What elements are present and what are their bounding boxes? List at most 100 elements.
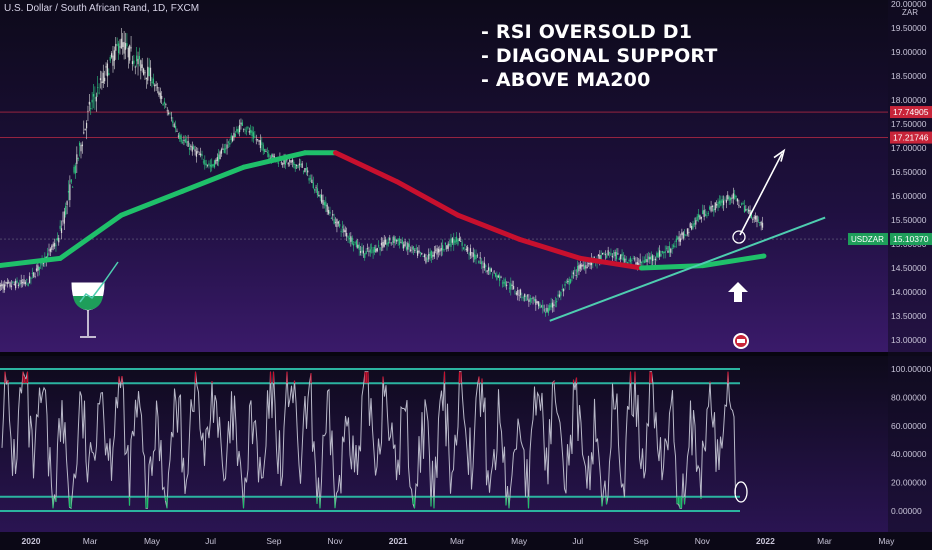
price-tick-label: 17.00000 — [891, 143, 927, 153]
candle-body — [197, 151, 199, 153]
candle-body — [528, 299, 530, 302]
candle-body — [717, 201, 719, 208]
candle-body — [364, 253, 366, 258]
candle-body — [581, 264, 583, 267]
candle-body — [479, 257, 481, 259]
candle-body — [553, 304, 555, 306]
candle-body — [700, 216, 702, 219]
candle-body — [94, 97, 96, 99]
candle-body — [531, 298, 533, 300]
candle-body — [550, 303, 552, 308]
candle-body — [695, 220, 697, 225]
candle-body — [425, 257, 427, 263]
candle-body — [112, 55, 114, 66]
candle-body — [72, 186, 74, 188]
candle-body — [622, 257, 625, 261]
candle-body — [391, 241, 394, 243]
candle-body — [301, 163, 303, 168]
candle-body — [579, 264, 581, 269]
candle-body — [621, 253, 623, 257]
candle-body — [521, 296, 523, 298]
candle-body — [533, 298, 536, 301]
candle-body — [659, 250, 661, 257]
candle-body — [759, 222, 761, 223]
ma200-segment — [333, 150, 400, 185]
candle-body — [702, 210, 704, 215]
candle-body — [194, 149, 196, 152]
candle-body — [582, 264, 584, 267]
candle-body — [486, 270, 488, 273]
candle-body — [27, 283, 29, 287]
candle-body — [208, 163, 210, 166]
candle-body — [576, 265, 579, 273]
trend-arrow-icon — [79, 261, 119, 303]
candle-body — [492, 274, 494, 276]
candle-body — [5, 282, 7, 284]
candle-body — [469, 248, 472, 256]
candle-body — [643, 260, 645, 264]
candle-body — [474, 254, 476, 260]
candle-body — [465, 248, 467, 251]
candle-body — [401, 240, 403, 245]
candle-body — [23, 279, 25, 284]
candle-body — [318, 194, 320, 197]
candle-body — [169, 113, 171, 115]
candle-body — [136, 55, 138, 62]
candle-body — [704, 214, 707, 216]
candle-body — [671, 247, 673, 249]
candle-body — [365, 251, 367, 255]
price-tick-label: 20.00000 — [891, 0, 927, 9]
candle-body — [490, 268, 492, 272]
candle-body — [251, 130, 253, 136]
candle-body — [131, 61, 134, 65]
candle-body — [444, 242, 447, 245]
candle-body — [176, 130, 178, 132]
ma200-segment — [180, 164, 247, 194]
time-tick-label: Sep — [634, 536, 649, 546]
candle-body — [654, 258, 657, 261]
candle-body — [155, 84, 157, 86]
candle-body — [572, 272, 574, 275]
candle-body — [508, 287, 511, 289]
candle-body — [353, 243, 355, 246]
candle-body — [84, 128, 86, 131]
candle-body — [603, 252, 605, 254]
candle-body — [615, 251, 618, 260]
candle-body — [706, 215, 708, 217]
time-tick-label: Jul — [205, 536, 216, 546]
candle-body — [227, 141, 230, 143]
price-tick-label: 17.50000 — [891, 119, 927, 129]
candle-body — [735, 196, 737, 198]
candle-body — [699, 215, 701, 220]
candle-body — [642, 260, 644, 262]
candle-body — [312, 182, 314, 188]
candle-body — [519, 289, 522, 296]
candle-body — [337, 221, 339, 224]
pane-divider — [0, 352, 932, 356]
logo-badge-icon — [733, 333, 749, 349]
candle-body — [547, 308, 549, 314]
candle-body — [6, 282, 8, 285]
time-tick-label: May — [511, 536, 528, 546]
candle-body — [724, 198, 726, 200]
candle-body — [351, 237, 353, 245]
candle-body — [554, 302, 556, 304]
candle-body — [69, 184, 71, 201]
candle-body — [333, 219, 335, 224]
candle-body — [174, 125, 177, 129]
candle-body — [688, 231, 690, 233]
candle-body — [487, 267, 490, 271]
candle-body — [506, 284, 508, 286]
candle-body — [202, 161, 205, 163]
candle-body — [300, 164, 302, 166]
candle-body — [284, 157, 287, 165]
analysis-notes: - RSI OVERSOLD D1 - DIAGONAL SUPPORT - A… — [481, 20, 718, 92]
candle-body — [679, 238, 682, 242]
candle-body — [457, 239, 459, 245]
candle-body — [191, 146, 193, 152]
candle-body — [663, 252, 665, 254]
candle-body — [375, 248, 377, 253]
candle-body — [405, 246, 408, 250]
note-rsi-oversold: - RSI OVERSOLD D1 — [481, 21, 693, 43]
